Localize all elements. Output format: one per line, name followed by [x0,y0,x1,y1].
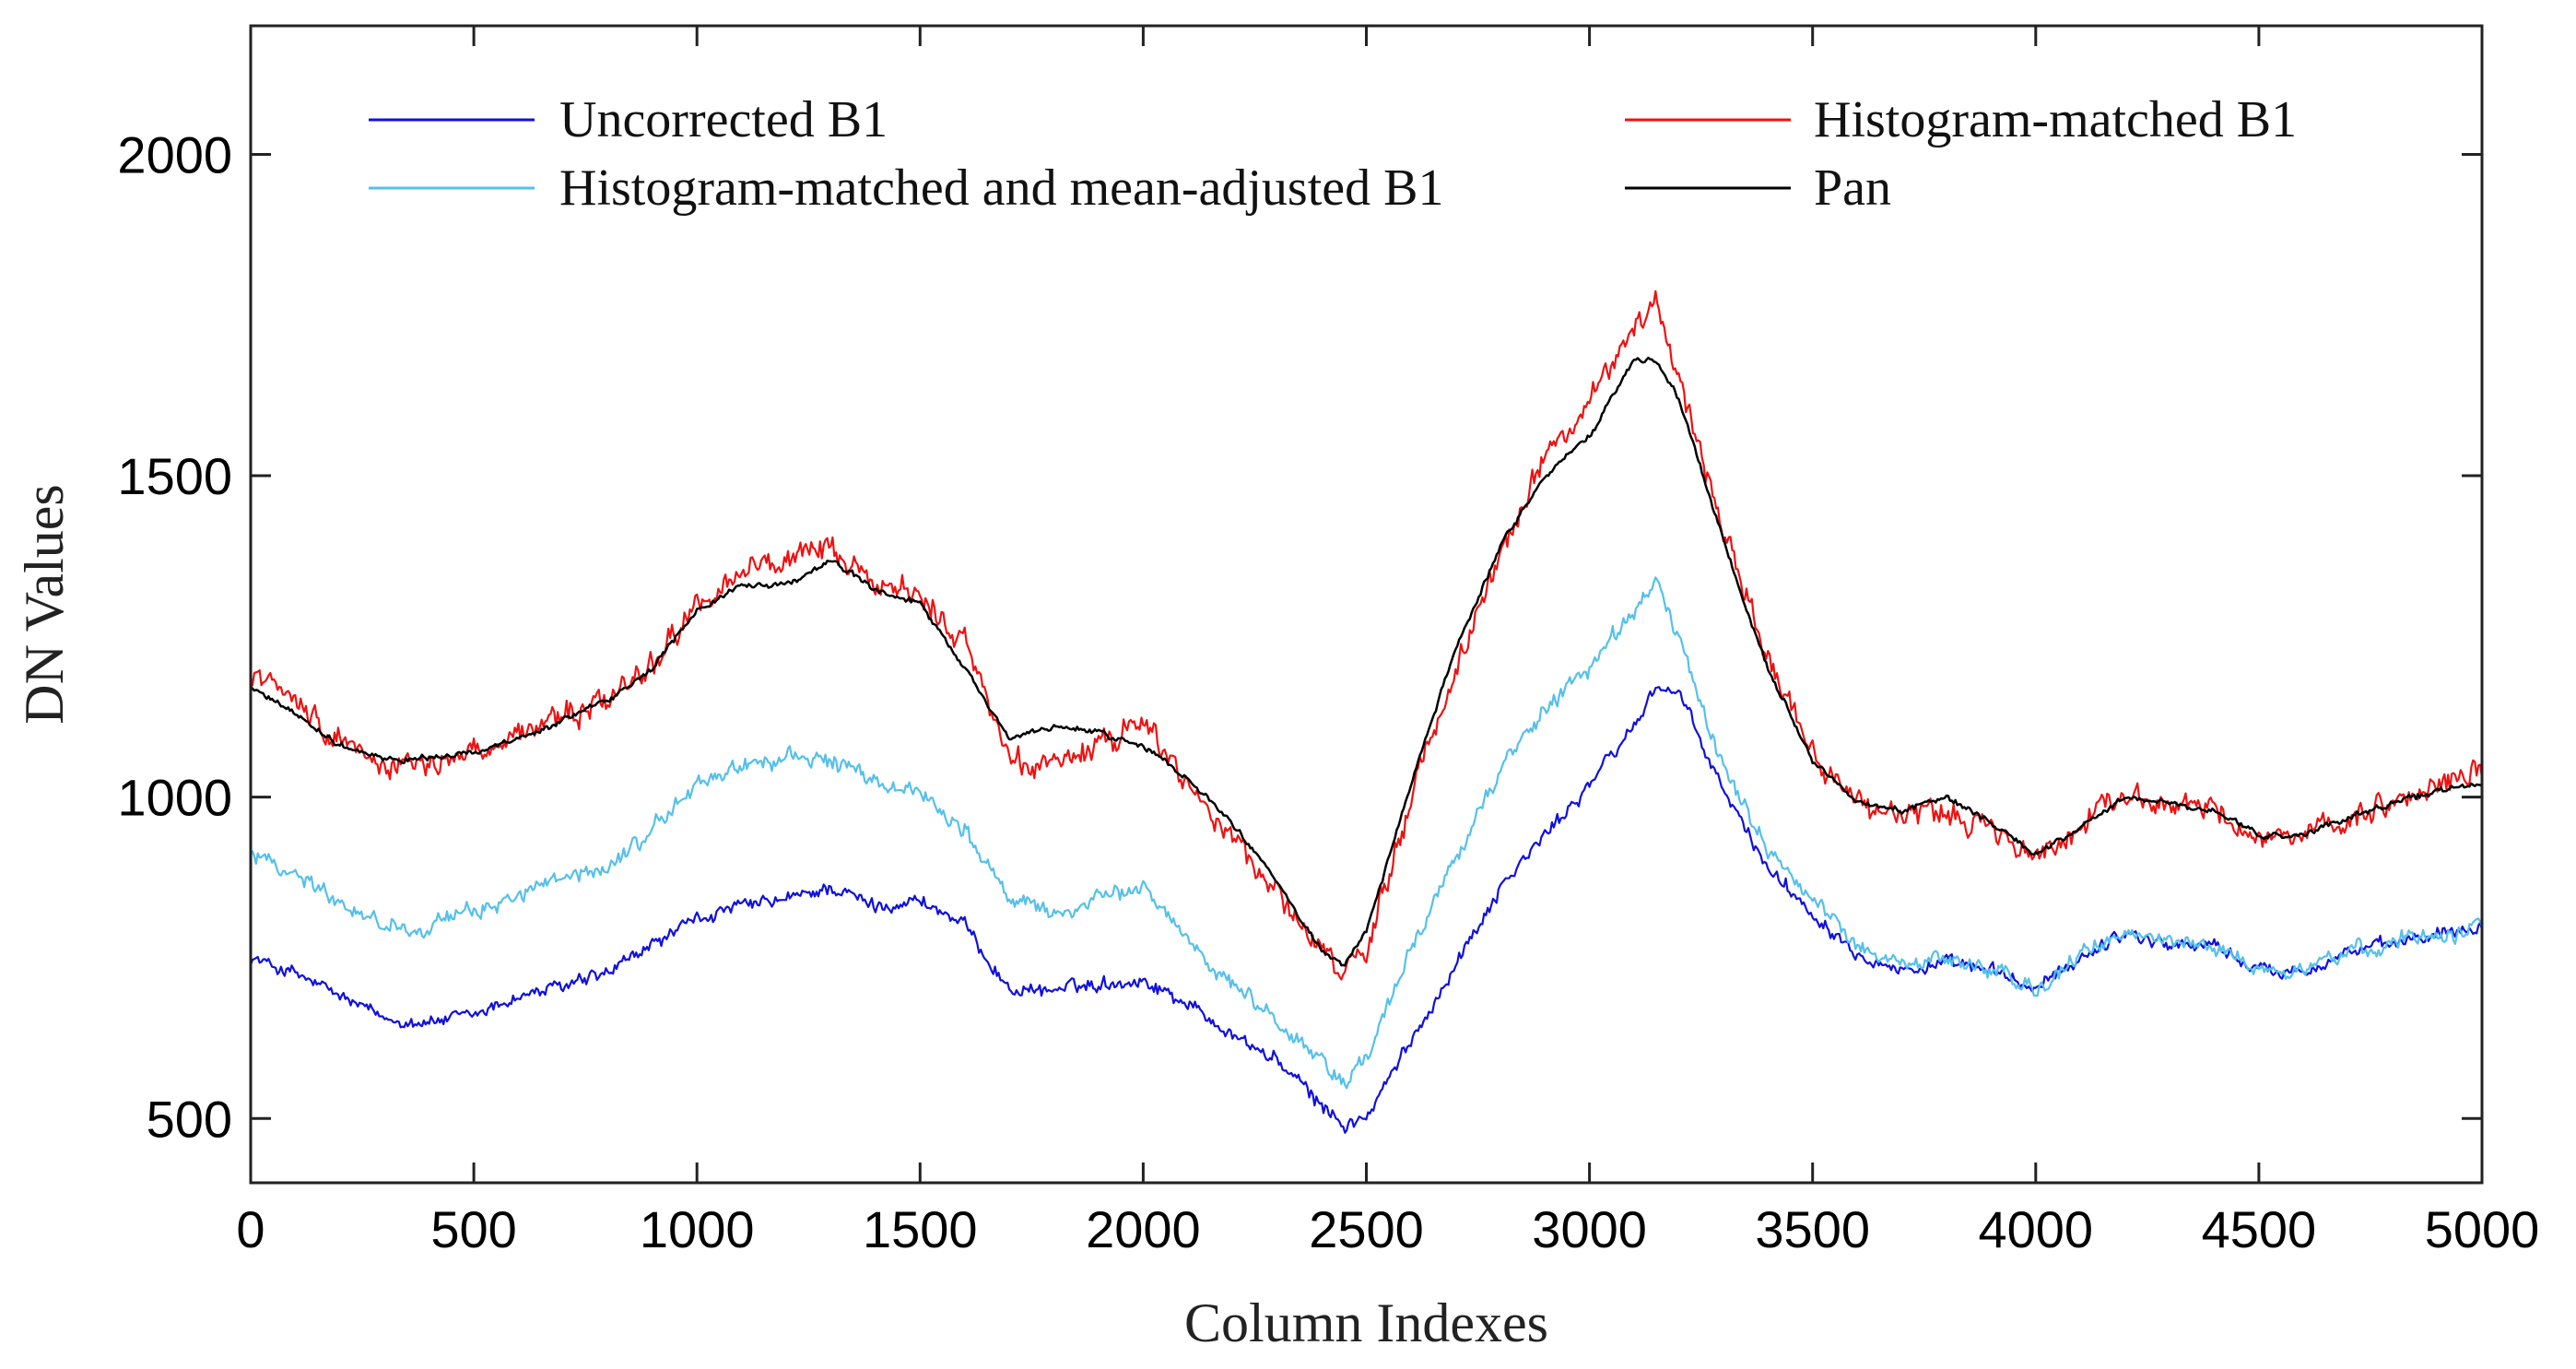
x-tick-label: 4000 [1979,1200,2094,1258]
y-tick-label: 500 [147,1090,232,1148]
series-layer [249,289,2484,1134]
series-pan [249,356,2483,967]
legend-entry: Histogram-matched and mean-adjusted B1 [369,159,1444,217]
legend-label: Uncorrected B1 [559,91,888,148]
legend-entry: Uncorrected B1 [369,91,888,148]
legend-label: Histogram-matched and mean-adjusted B1 [559,159,1444,217]
y-axis-title: DN Values [14,484,75,725]
x-tick-label: 1000 [640,1200,755,1258]
y-tick-label: 1500 [117,447,232,505]
x-tick-label: 4500 [2202,1200,2317,1258]
y-tick-label: 1000 [117,769,232,827]
legend-label: Pan [1814,159,1891,217]
legend-entry: Histogram-matched B1 [1625,91,2297,148]
x-tick-label: 1500 [863,1200,978,1258]
x-tick-label: 5000 [2425,1200,2540,1258]
x-tick-label: 0 [236,1200,265,1258]
legend-entry: Pan [1625,159,1891,217]
series-histogram-matched-b1 [249,289,2484,981]
legend: Uncorrected B1 Histogram-matched B1 Histog… [369,91,2297,217]
series-line [249,356,2483,967]
x-tick-label: 2500 [1309,1200,1424,1258]
x-tick-label: 3500 [1755,1200,1870,1258]
x-axis-title: Column Indexes [1184,1292,1548,1353]
y-tick-label: 2000 [117,125,232,183]
x-tick-label: 3000 [1532,1200,1647,1258]
series-line [249,289,2484,981]
legend-label: Histogram-matched B1 [1814,91,2297,148]
series-histogram-matched-and-mean-adjusted-b1 [250,576,2484,1090]
series-line [250,576,2484,1090]
x-tick-label: 2000 [1086,1200,1201,1258]
tick-layer: 0 500 1000 1500 2000 2500 3000 3500 4000 4500 5000… [117,26,2539,1258]
x-tick-label: 500 [430,1200,516,1258]
